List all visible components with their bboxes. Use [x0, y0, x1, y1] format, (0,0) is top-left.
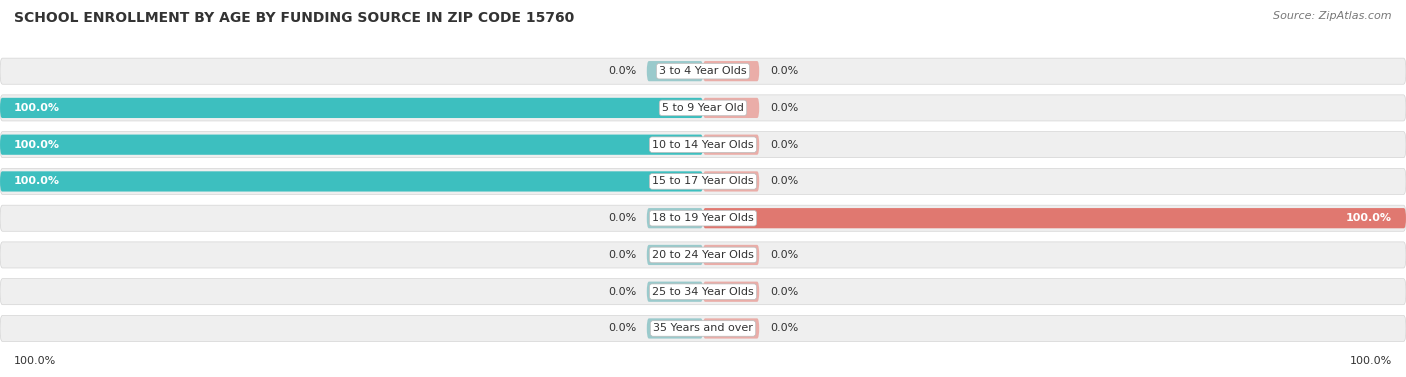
Text: 0.0%: 0.0%	[607, 66, 637, 76]
FancyBboxPatch shape	[0, 316, 1406, 342]
FancyBboxPatch shape	[703, 208, 1406, 228]
Text: 100.0%: 100.0%	[14, 356, 56, 366]
FancyBboxPatch shape	[0, 279, 1406, 305]
Text: 0.0%: 0.0%	[607, 287, 637, 297]
Text: 0.0%: 0.0%	[770, 66, 799, 76]
FancyBboxPatch shape	[647, 245, 703, 265]
Text: 0.0%: 0.0%	[770, 139, 799, 150]
FancyBboxPatch shape	[0, 242, 1406, 268]
Text: 25 to 34 Year Olds: 25 to 34 Year Olds	[652, 287, 754, 297]
Text: 10 to 14 Year Olds: 10 to 14 Year Olds	[652, 139, 754, 150]
FancyBboxPatch shape	[0, 98, 703, 118]
FancyBboxPatch shape	[647, 282, 703, 302]
FancyBboxPatch shape	[703, 135, 759, 155]
FancyBboxPatch shape	[0, 132, 1406, 158]
FancyBboxPatch shape	[0, 95, 1406, 121]
FancyBboxPatch shape	[703, 318, 759, 339]
Text: 100.0%: 100.0%	[14, 103, 60, 113]
FancyBboxPatch shape	[0, 169, 1406, 195]
Text: 5 to 9 Year Old: 5 to 9 Year Old	[662, 103, 744, 113]
FancyBboxPatch shape	[703, 282, 759, 302]
Text: 18 to 19 Year Olds: 18 to 19 Year Olds	[652, 213, 754, 223]
Text: 35 Years and over: 35 Years and over	[652, 323, 754, 334]
FancyBboxPatch shape	[703, 171, 759, 192]
Text: 0.0%: 0.0%	[607, 213, 637, 223]
Text: 100.0%: 100.0%	[14, 176, 60, 187]
Text: 15 to 17 Year Olds: 15 to 17 Year Olds	[652, 176, 754, 187]
FancyBboxPatch shape	[647, 318, 703, 339]
Text: 0.0%: 0.0%	[770, 323, 799, 334]
FancyBboxPatch shape	[0, 205, 1406, 231]
Legend: Public School, Private School: Public School, Private School	[596, 375, 810, 377]
Text: 0.0%: 0.0%	[770, 103, 799, 113]
Text: Source: ZipAtlas.com: Source: ZipAtlas.com	[1274, 11, 1392, 21]
FancyBboxPatch shape	[647, 208, 703, 228]
FancyBboxPatch shape	[0, 171, 703, 192]
FancyBboxPatch shape	[647, 61, 703, 81]
Text: 0.0%: 0.0%	[770, 287, 799, 297]
Text: 20 to 24 Year Olds: 20 to 24 Year Olds	[652, 250, 754, 260]
Text: 3 to 4 Year Olds: 3 to 4 Year Olds	[659, 66, 747, 76]
FancyBboxPatch shape	[0, 58, 1406, 84]
Text: 100.0%: 100.0%	[1350, 356, 1392, 366]
FancyBboxPatch shape	[0, 135, 703, 155]
Text: 100.0%: 100.0%	[14, 139, 60, 150]
Text: 0.0%: 0.0%	[607, 323, 637, 334]
Text: 0.0%: 0.0%	[607, 250, 637, 260]
FancyBboxPatch shape	[703, 245, 759, 265]
Text: 100.0%: 100.0%	[1346, 213, 1392, 223]
FancyBboxPatch shape	[703, 61, 759, 81]
Text: SCHOOL ENROLLMENT BY AGE BY FUNDING SOURCE IN ZIP CODE 15760: SCHOOL ENROLLMENT BY AGE BY FUNDING SOUR…	[14, 11, 574, 25]
FancyBboxPatch shape	[703, 98, 759, 118]
Text: 0.0%: 0.0%	[770, 250, 799, 260]
Text: 0.0%: 0.0%	[770, 176, 799, 187]
